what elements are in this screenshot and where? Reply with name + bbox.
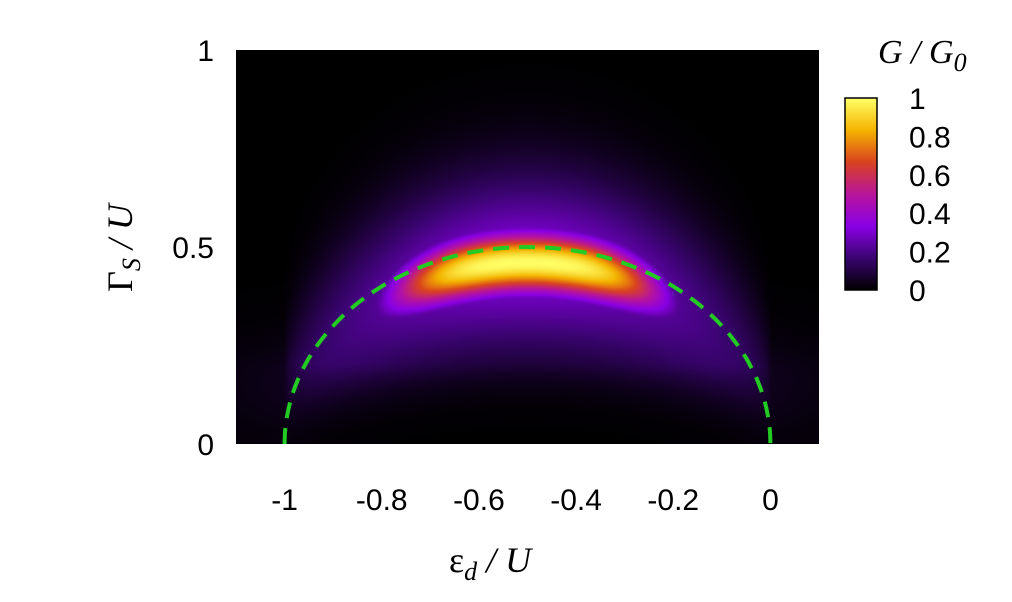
y-axis-label: ΓS / U	[100, 202, 146, 292]
colorbar-tick-label: 0	[909, 275, 926, 308]
y-tick-label: 0	[197, 429, 214, 462]
y-axis-label-base: Γ	[100, 271, 140, 292]
y-axis-label-rest: / U	[100, 202, 140, 258]
colorbar-title-sub: 0	[954, 48, 967, 77]
x-tick-label: -0.2	[647, 484, 699, 517]
colorbar: 0 0.2 0.4 0.6 0.8 1	[844, 83, 951, 308]
y-tick-label: 1	[197, 35, 214, 68]
semicircle-dashed-curve	[282, 244, 773, 444]
colorbar-ticks: 0 0.2 0.4 0.6 0.8 1	[909, 83, 951, 308]
x-tick-label: 0	[762, 484, 779, 517]
plot-area	[236, 50, 819, 444]
colorbar-tick-label: 0.2	[909, 237, 951, 270]
colorbar-title: G / G0	[878, 34, 967, 77]
x-axis-label-base: ε	[449, 540, 464, 580]
x-tick-label: -0.6	[453, 484, 505, 517]
colorbar-tick-label: 1	[909, 83, 926, 116]
x-tick-label: -0.8	[356, 484, 408, 517]
y-axis-label-sub: S	[117, 258, 146, 271]
x-axis-label: εd / U	[449, 540, 533, 586]
x-axis-label-sub: d	[464, 557, 478, 586]
colorbar-tick-label: 0.8	[909, 121, 951, 154]
x-axis-ticks: -1 -0.8 -0.6 -0.4 -0.2 0	[271, 484, 779, 517]
x-tick-label: -0.4	[550, 484, 602, 517]
colorbar-title-base: G / G	[878, 34, 954, 71]
y-tick-label: 0.5	[172, 232, 214, 265]
colorbar-tick-label: 0.6	[909, 160, 951, 193]
x-tick-label: -1	[271, 484, 298, 517]
colorbar-gradient	[844, 97, 878, 291]
colorbar-tick-label: 0.4	[909, 198, 951, 231]
y-axis-ticks: 00.51	[172, 35, 214, 462]
x-axis-label-rest: / U	[477, 540, 533, 580]
